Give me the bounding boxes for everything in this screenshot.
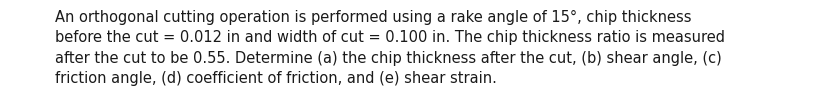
Text: before the cut = 0.012 in and width of cut = 0.100 in. The chip thickness ratio : before the cut = 0.012 in and width of c… bbox=[55, 31, 724, 46]
Text: friction angle, (d) coefficient of friction, and (e) shear strain.: friction angle, (d) coefficient of frict… bbox=[55, 71, 496, 86]
Text: after the cut to be 0.55. Determine (a) the chip thickness after the cut, (b) sh: after the cut to be 0.55. Determine (a) … bbox=[55, 51, 721, 66]
Text: An orthogonal cutting operation is performed using a rake angle of 15°, chip thi: An orthogonal cutting operation is perfo… bbox=[55, 10, 690, 25]
